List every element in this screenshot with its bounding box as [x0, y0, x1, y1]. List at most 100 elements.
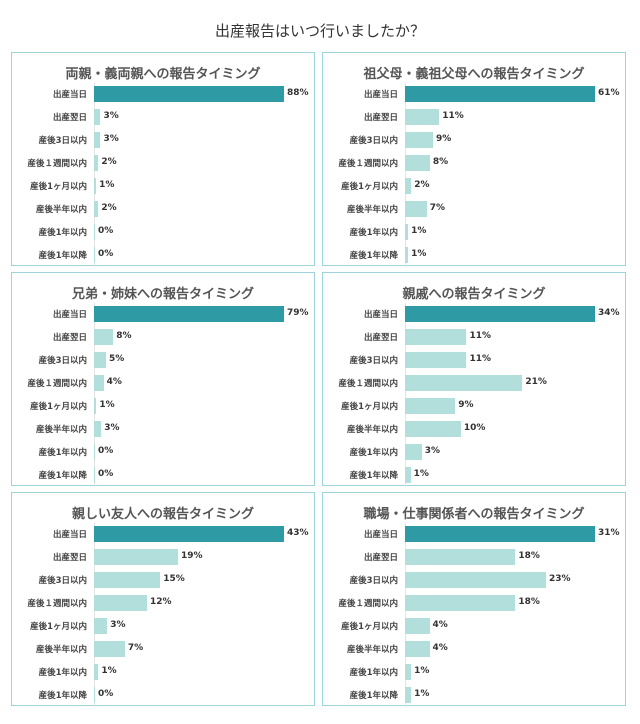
category-label: 産後1ヶ月以内	[30, 182, 87, 192]
value-label: 18%	[518, 597, 540, 607]
chart-title: 親しい友人への報告タイミング	[71, 507, 254, 522]
bar-area: 1%	[405, 224, 605, 240]
bar-rows: 出産当日 43% 出産翌日 19% 産後3日以内 15% 産後１週間以内 12% 産後1ヶ月以内…	[12, 523, 314, 707]
bar-row: 産後半年以内 4%	[323, 638, 625, 661]
category-label: 産後半年以内	[346, 205, 398, 215]
bar-row: 産後3日以内 15%	[12, 569, 314, 592]
value-label: 21%	[525, 377, 547, 387]
bar-row: 産後1年以内 0%	[12, 441, 314, 464]
value-label: 61%	[598, 88, 620, 98]
bar	[405, 306, 595, 322]
bar	[94, 86, 284, 102]
category-label: 出産翌日	[363, 333, 398, 343]
bar	[405, 641, 430, 657]
value-label: 2%	[414, 180, 430, 190]
category-label: 産後１週間以内	[338, 599, 398, 609]
bar	[405, 86, 595, 102]
bar	[405, 329, 467, 345]
bar-area: 3%	[94, 618, 294, 634]
bar-area: 2%	[94, 201, 294, 217]
page-title: 出産報告はいつ行いましたか？	[214, 22, 425, 40]
category-label: 産後１週間以内	[338, 379, 398, 389]
bar-row: 産後1年以内 3%	[323, 441, 625, 464]
bar-area: 1%	[405, 687, 605, 703]
value-label: 19%	[180, 551, 203, 561]
value-label: 0%	[98, 226, 114, 236]
bar-area: 21%	[405, 375, 605, 391]
value-label: 4%	[432, 643, 448, 653]
bar-row: 産後1ヶ月以内 3%	[12, 615, 314, 638]
category-label: 出産当日	[363, 90, 398, 100]
bar-area: 3%	[94, 421, 294, 437]
bar-row: 産後１週間以内 18%	[323, 592, 625, 615]
chart-panel-relatives: 親戚への報告タイミング 出産当日 34% 出産翌日 11% 産後3日以内 11% 産後１週間以…	[322, 272, 626, 487]
value-label: 11%	[469, 354, 492, 364]
bar-row: 産後1年以内 0%	[12, 221, 314, 244]
bar-area: 18%	[405, 549, 605, 565]
bar-area: 11%	[405, 352, 605, 368]
category-label: 産後半年以内	[346, 645, 398, 655]
category-label: 産後3日以内	[38, 356, 87, 366]
bar-area: 0%	[94, 224, 294, 240]
bar-row: 産後１週間以内 8%	[323, 152, 625, 175]
bar-area: 23%	[405, 572, 605, 588]
bar	[94, 421, 102, 437]
bar-row: 出産翌日 8%	[12, 326, 314, 349]
bar	[94, 247, 95, 263]
bar-row: 産後1ヶ月以内 2%	[323, 175, 625, 198]
bar-row: 産後1年以降 0%	[12, 464, 314, 487]
value-label: 0%	[98, 469, 114, 479]
bar	[94, 224, 95, 240]
category-label: 出産当日	[52, 530, 87, 540]
bar	[94, 687, 95, 703]
category-label: 産後1ヶ月以内	[30, 622, 87, 632]
bar-area: 5%	[94, 352, 294, 368]
value-label: 1%	[101, 666, 117, 676]
bar-row: 産後半年以内 10%	[323, 418, 625, 441]
bar-row: 産後１週間以内 4%	[12, 372, 314, 395]
category-label: 産後１週間以内	[27, 599, 87, 609]
bar-row: 産後1ヶ月以内 4%	[323, 615, 625, 638]
category-label: 産後半年以内	[35, 205, 87, 215]
category-label: 出産翌日	[363, 113, 398, 123]
bar-row: 産後3日以内 11%	[323, 349, 625, 372]
value-label: 1%	[99, 400, 115, 410]
bar-row: 出産翌日 3%	[12, 106, 314, 129]
category-label: 産後半年以内	[346, 425, 398, 435]
bar-rows: 出産当日 88% 出産翌日 3% 産後3日以内 3% 産後１週間以内 2% 産後1ヶ月以内 1% 産…	[12, 83, 314, 267]
chart-panel-workplace: 職場・仕事関係者への報告タイミング 出産当日 31% 出産翌日 18% 産後3日以内 23%…	[322, 492, 626, 707]
bar	[405, 526, 595, 542]
bar-row: 産後1年以降 0%	[12, 244, 314, 267]
chart-title: 両親・義両親への報告タイミング	[65, 67, 261, 82]
bar	[405, 444, 422, 460]
bar	[94, 155, 99, 171]
category-label: 出産当日	[363, 310, 398, 320]
bar-area: 2%	[405, 178, 605, 194]
value-label: 18%	[518, 551, 540, 561]
bar	[405, 421, 461, 437]
bar	[405, 109, 440, 125]
chart-title: 祖父母・義祖父母への報告タイミング	[363, 67, 585, 82]
category-label: 産後１週間以内	[27, 159, 87, 169]
chart-panel-close-friends: 親しい友人への報告タイミング 出産当日 43% 出産翌日 19% 産後3日以内 15% 産後１…	[11, 492, 315, 707]
bar-area: 12%	[94, 595, 294, 611]
category-label: 産後1年以内	[349, 668, 398, 678]
bar-area: 1%	[94, 398, 294, 414]
bar-row: 出産当日 79%	[12, 303, 314, 326]
category-label: 産後1年以降	[38, 691, 87, 701]
category-label: 産後1年以降	[349, 251, 398, 261]
bar	[94, 398, 97, 414]
bar-row: 産後１週間以内 2%	[12, 152, 314, 175]
bar-area: 1%	[94, 178, 294, 194]
axis-line	[94, 83, 95, 267]
bar-row: 出産当日 43%	[12, 523, 314, 546]
category-label: 産後1年以内	[38, 228, 87, 238]
category-label: 産後１週間以内	[338, 159, 398, 169]
value-label: 2%	[101, 157, 117, 167]
bar-row: 出産当日 31%	[323, 523, 625, 546]
bar	[94, 572, 161, 588]
value-label: 8%	[432, 157, 449, 167]
value-label: 15%	[163, 574, 185, 584]
value-label: 7%	[429, 203, 446, 213]
bar	[405, 595, 516, 611]
